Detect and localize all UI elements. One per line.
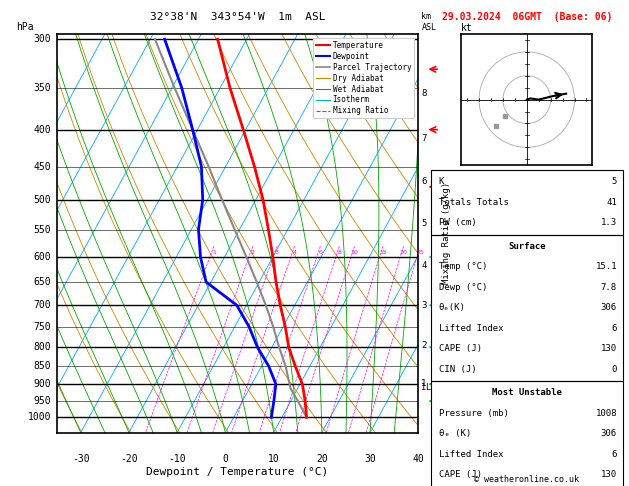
Text: 20: 20 [399,250,408,255]
Text: -10: -10 [169,454,186,465]
Text: K: K [438,177,444,186]
Bar [431,235,623,381]
Text: Pressure (mb): Pressure (mb) [438,409,508,418]
Text: 7.8: 7.8 [601,283,617,292]
Text: 306: 306 [601,303,617,312]
Text: Dewp (°C): Dewp (°C) [438,283,487,292]
Bar [431,170,623,235]
Text: 650: 650 [33,277,51,287]
Text: 4: 4 [292,250,296,255]
Text: 30: 30 [364,454,376,465]
Text: 8: 8 [337,250,342,255]
Text: 32°38'N  343°54'W  1m  ASL: 32°38'N 343°54'W 1m ASL [150,12,325,22]
Text: 130: 130 [601,344,617,353]
Text: 450: 450 [33,161,51,172]
Text: 3: 3 [421,301,426,310]
Text: Lifted Index: Lifted Index [438,324,503,333]
Text: Most Unstable: Most Unstable [492,388,562,397]
Text: 1000: 1000 [28,412,51,422]
Text: 550: 550 [33,225,51,235]
Text: 2: 2 [421,341,426,350]
Text: 6: 6 [611,450,617,459]
Text: 8: 8 [421,88,426,98]
Text: Temp (°C): Temp (°C) [438,262,487,271]
Text: 700: 700 [33,300,51,310]
Text: -20: -20 [120,454,138,465]
Text: 900: 900 [33,379,51,389]
Text: Mixing Ratio (g/kg): Mixing Ratio (g/kg) [442,182,451,284]
Text: km
ASL: km ASL [421,12,437,32]
Text: Totals Totals: Totals Totals [438,198,508,207]
Text: PW (cm): PW (cm) [438,218,476,227]
Text: 1: 1 [212,250,216,255]
Text: 130: 130 [601,470,617,479]
Text: Surface: Surface [508,242,545,251]
Text: 5: 5 [611,177,617,186]
Text: 5: 5 [421,219,426,228]
Text: © weatheronline.co.uk: © weatheronline.co.uk [474,474,579,484]
Text: 1.3: 1.3 [601,218,617,227]
Text: hPa: hPa [16,21,33,32]
Text: 400: 400 [33,124,51,135]
Text: 1008: 1008 [596,409,617,418]
Text: 6: 6 [611,324,617,333]
Text: 0: 0 [223,454,228,465]
Text: 350: 350 [33,83,51,93]
Text: 500: 500 [33,195,51,205]
Text: θₑ(K): θₑ(K) [438,303,465,312]
Text: 25: 25 [416,250,424,255]
Text: 3: 3 [275,250,279,255]
Text: 800: 800 [33,342,51,352]
Text: 0: 0 [611,365,617,374]
Text: CIN (J): CIN (J) [438,365,476,374]
Text: 1LCL: 1LCL [421,383,441,392]
Text: θₑ (K): θₑ (K) [438,429,470,438]
Text: CAPE (J): CAPE (J) [438,470,482,479]
Text: 20: 20 [316,454,328,465]
Text: 950: 950 [33,396,51,406]
Text: 29.03.2024  06GMT  (Base: 06): 29.03.2024 06GMT (Base: 06) [442,12,612,22]
Text: -30: -30 [72,454,89,465]
Text: 300: 300 [33,35,51,44]
Text: 4: 4 [421,260,426,270]
Text: Dewpoint / Temperature (°C): Dewpoint / Temperature (°C) [147,467,328,477]
Text: kt: kt [461,23,473,33]
Bar [431,381,623,486]
Text: 15: 15 [379,250,387,255]
Text: 850: 850 [33,361,51,371]
Text: 10: 10 [350,250,359,255]
Text: 6: 6 [318,250,322,255]
Text: 40: 40 [413,454,424,465]
Text: CAPE (J): CAPE (J) [438,344,482,353]
Text: 2: 2 [251,250,255,255]
Text: 1: 1 [421,379,426,388]
Text: Lifted Index: Lifted Index [438,450,503,459]
Legend: Temperature, Dewpoint, Parcel Trajectory, Dry Adiabat, Wet Adiabat, Isotherm, Mi: Temperature, Dewpoint, Parcel Trajectory… [313,38,415,119]
Text: 306: 306 [601,429,617,438]
Text: 600: 600 [33,252,51,262]
Text: 750: 750 [33,322,51,332]
Text: 15.1: 15.1 [596,262,617,271]
Text: 7: 7 [421,134,426,142]
Text: 10: 10 [268,454,279,465]
Text: 41: 41 [606,198,617,207]
Text: 6: 6 [421,177,426,186]
